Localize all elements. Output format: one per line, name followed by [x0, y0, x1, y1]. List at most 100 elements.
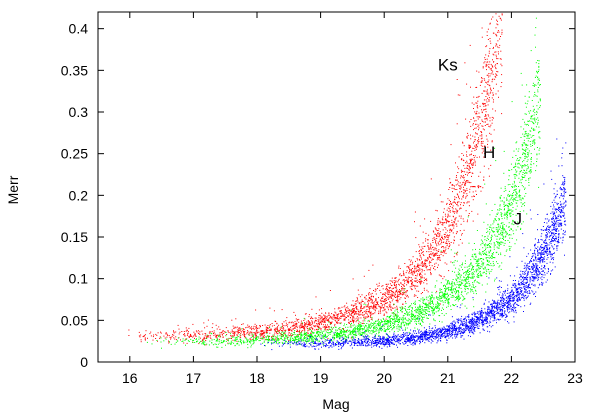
data-point: [359, 302, 360, 304]
data-point: [239, 338, 241, 340]
data-point: [403, 272, 404, 274]
data-point: [517, 221, 519, 223]
data-point: [440, 201, 442, 203]
data-point: [339, 331, 341, 333]
data-point: [256, 325, 258, 327]
data-point: [415, 280, 417, 282]
data-point: [310, 333, 312, 335]
data-point: [305, 332, 307, 334]
data-point: [532, 105, 534, 107]
data-point: [386, 323, 388, 325]
data-point: [297, 335, 299, 337]
data-point: [264, 324, 266, 326]
data-point: [480, 244, 482, 246]
data-point: [289, 335, 291, 337]
data-point: [474, 186, 475, 188]
data-point: [427, 318, 429, 319]
data-point: [484, 86, 486, 88]
data-point: [525, 193, 527, 194]
data-point: [449, 244, 451, 246]
data-point: [446, 203, 448, 205]
data-point: [447, 302, 449, 304]
data-point: [219, 332, 221, 334]
data-point: [427, 258, 429, 259]
data-point: [501, 222, 503, 224]
data-point: [205, 333, 207, 335]
data-point: [371, 325, 373, 327]
data-point: [251, 329, 253, 331]
data-point: [339, 336, 341, 338]
data-point: [355, 305, 357, 307]
data-point: [446, 209, 448, 211]
data-point: [528, 171, 530, 173]
data-point: [505, 205, 506, 206]
data-point: [443, 294, 445, 296]
data-point: [276, 328, 278, 330]
data-point: [334, 325, 336, 327]
data-point: [403, 279, 405, 280]
data-point: [477, 276, 479, 278]
data-point: [314, 326, 316, 328]
data-point: [473, 155, 474, 156]
data-point: [492, 231, 494, 233]
data-point: [345, 311, 347, 313]
data-point: [195, 330, 197, 332]
data-point: [315, 336, 317, 338]
data-point: [256, 332, 258, 334]
data-point: [509, 237, 511, 239]
data-point: [395, 277, 397, 279]
data-point: [460, 274, 462, 276]
data-point: [500, 230, 502, 232]
data-point: [374, 304, 376, 306]
data-point: [290, 322, 292, 324]
data-point: [530, 136, 532, 138]
data-point: [497, 247, 499, 249]
data-point: [384, 300, 386, 302]
data-point: [347, 326, 349, 328]
data-point: [528, 91, 530, 93]
data-point: [452, 225, 454, 227]
data-point: [452, 211, 454, 213]
data-point: [275, 321, 277, 322]
data-point: [335, 326, 337, 328]
data-point: [458, 168, 460, 170]
data-point: [516, 159, 518, 161]
data-point: [475, 269, 477, 271]
data-point: [430, 220, 432, 222]
data-point: [423, 282, 425, 284]
data-point: [473, 108, 474, 109]
data-point: [476, 230, 478, 231]
data-point: [490, 164, 492, 166]
data-point: [405, 294, 407, 296]
data-point: [399, 293, 401, 295]
data-point: [477, 96, 479, 98]
data-point: [352, 334, 354, 336]
data-point: [495, 228, 497, 230]
data-point: [438, 305, 440, 307]
data-point: [310, 337, 312, 339]
data-point: [451, 229, 453, 231]
data-point: [520, 72, 522, 74]
data-point: [404, 306, 406, 307]
data-point: [455, 184, 457, 186]
data-point: [519, 189, 521, 191]
data-point: [327, 329, 329, 330]
data-point: [491, 210, 493, 211]
data-point: [464, 183, 466, 185]
data-point: [486, 61, 488, 63]
data-point: [409, 311, 411, 313]
data-point: [413, 284, 414, 286]
data-point: [266, 331, 268, 333]
data-point: [358, 312, 360, 314]
data-point: [503, 209, 505, 211]
data-point: [523, 160, 525, 162]
data-point: [463, 154, 464, 156]
data-point: [539, 147, 541, 149]
data-point: [486, 117, 488, 119]
data-point: [522, 186, 524, 188]
data-point: [314, 320, 316, 322]
data-point: [506, 205, 508, 207]
data-point: [410, 259, 412, 261]
data-point: [464, 286, 466, 287]
data-point: [479, 116, 481, 118]
